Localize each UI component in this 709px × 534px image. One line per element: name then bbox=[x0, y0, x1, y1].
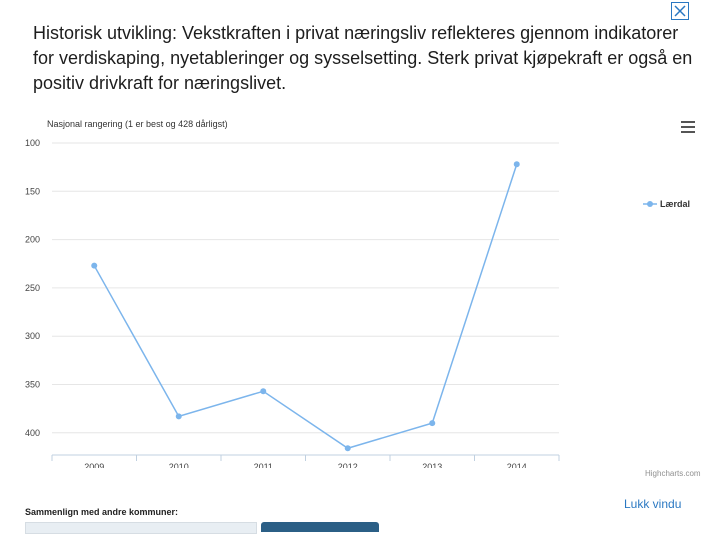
grid-lines bbox=[52, 142, 559, 434]
line-chart: Nasjonal rangering (1 er best og 428 dår… bbox=[25, 119, 690, 468]
y-tick-label: 150 bbox=[25, 186, 40, 196]
close-button[interactable] bbox=[671, 2, 689, 20]
data-point[interactable] bbox=[429, 420, 436, 427]
y-tick-label: 100 bbox=[25, 138, 40, 148]
compare-label: Sammenlign med andre kommuner: bbox=[25, 507, 179, 517]
data-point[interactable] bbox=[344, 445, 351, 452]
y-tick-label: 400 bbox=[25, 428, 40, 438]
series-laerdal bbox=[91, 161, 520, 452]
x-tick-label: 2013 bbox=[422, 462, 442, 468]
legend-item-label[interactable]: Lærdal bbox=[660, 199, 690, 209]
x-tick-label: 2014 bbox=[507, 462, 527, 468]
x-tick-label: 2010 bbox=[169, 462, 189, 468]
chart-title: Nasjonal rangering (1 er best og 428 dår… bbox=[47, 119, 228, 129]
y-tick-label: 300 bbox=[25, 331, 40, 341]
x-axis: 2009 2010 2011 2012 2013 2014 bbox=[51, 454, 560, 468]
data-point[interactable] bbox=[175, 413, 182, 420]
x-tick-label: 2012 bbox=[338, 462, 358, 468]
data-point[interactable] bbox=[91, 262, 98, 269]
y-tick-label: 200 bbox=[25, 235, 40, 245]
close-icon bbox=[674, 5, 686, 17]
chart-credits[interactable]: Highcharts.com bbox=[645, 469, 701, 478]
x-tick-label: 2011 bbox=[254, 462, 273, 468]
data-point[interactable] bbox=[513, 161, 520, 168]
x-tick-label: 2009 bbox=[84, 462, 104, 468]
legend-symbol-marker bbox=[647, 201, 653, 207]
y-tick-label: 350 bbox=[25, 380, 40, 390]
data-point[interactable] bbox=[260, 388, 267, 395]
hamburger-menu-icon[interactable] bbox=[681, 121, 695, 133]
close-window-link[interactable]: Lukk vindu bbox=[624, 497, 682, 511]
series-line bbox=[93, 164, 518, 450]
y-tick-label: 250 bbox=[25, 283, 40, 293]
y-axis-ticks: 100 150 200 250 300 350 400 bbox=[25, 138, 40, 438]
compare-input[interactable] bbox=[25, 522, 257, 534]
compare-button[interactable] bbox=[261, 522, 379, 532]
legend[interactable]: Lærdal bbox=[643, 199, 690, 209]
dialog-heading: Historisk utvikling: Vekstkraften i priv… bbox=[33, 23, 693, 93]
